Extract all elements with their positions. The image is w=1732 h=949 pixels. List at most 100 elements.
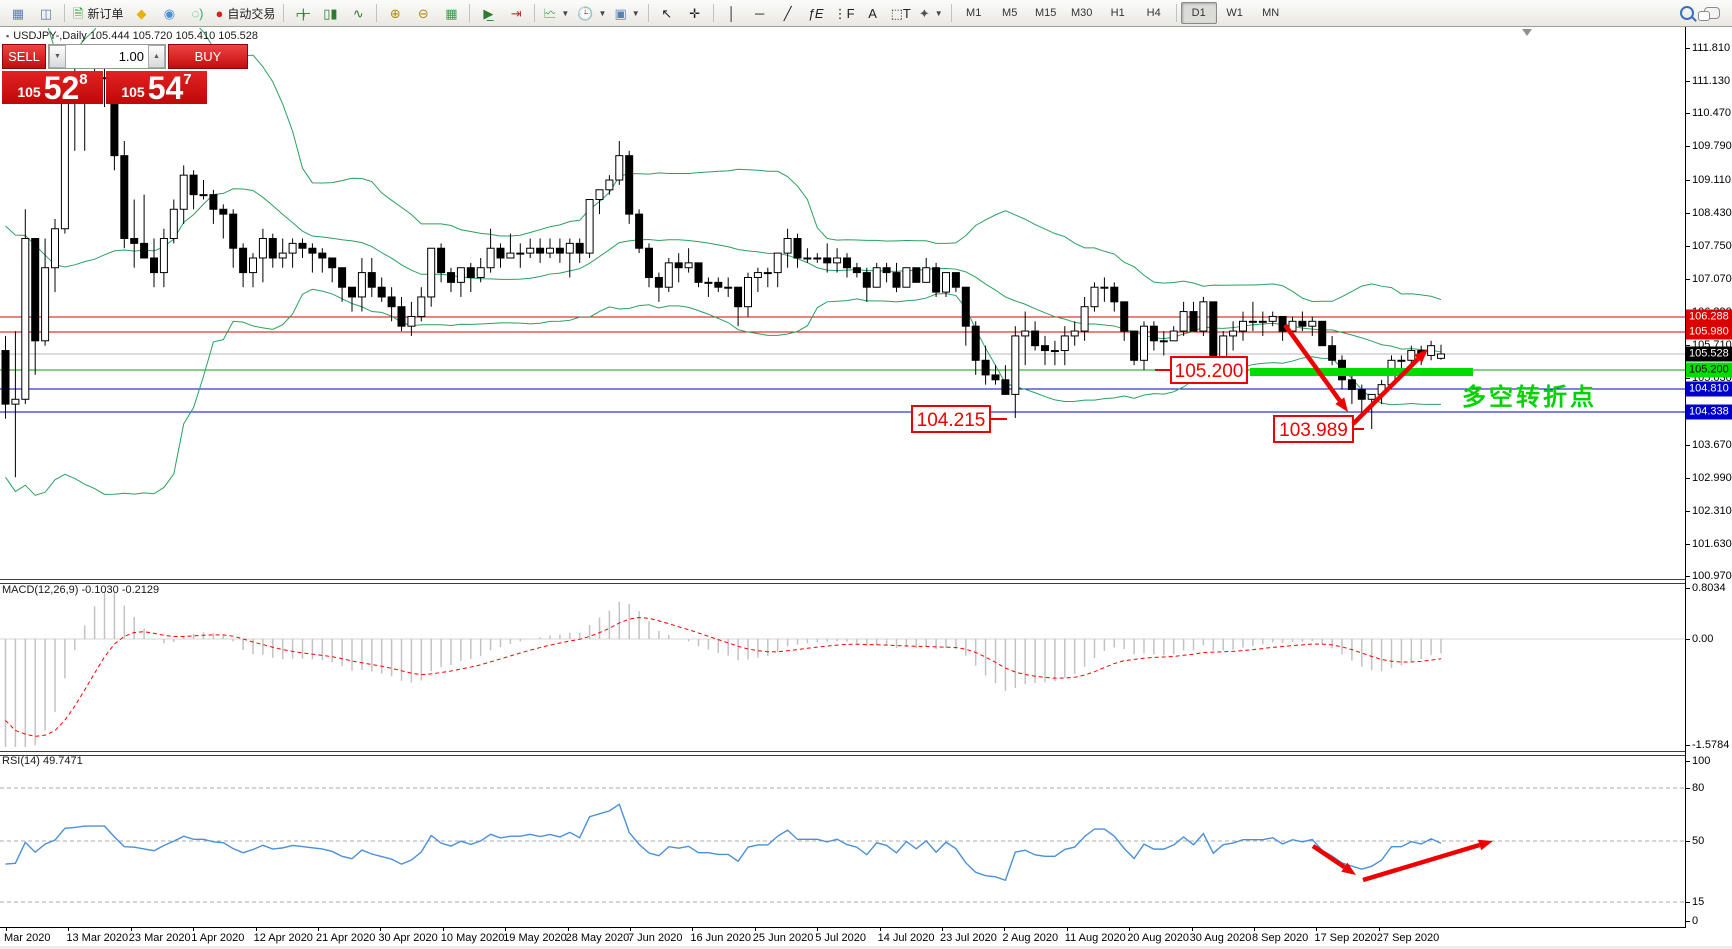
line-chart-icon: ∿	[352, 5, 364, 21]
macd-indicator-label: MACD(12,26,9) -0.1030 -0.2129	[2, 584, 160, 596]
tile-windows-button[interactable]: ▦	[437, 1, 465, 25]
crosshair-icon: ✛	[689, 5, 701, 21]
cursor-icon: ↖	[661, 5, 673, 21]
indicator-tick-label: 80	[1685, 782, 1705, 794]
price-tick-label: 110.470	[1686, 107, 1731, 120]
zone-annotation-text[interactable]: 多空转折点	[1462, 384, 1597, 411]
zoom-out-icon: ⊖	[417, 5, 429, 21]
indicators-button[interactable]: 🗠 ▼	[543, 5, 570, 21]
toolbar-separator	[647, 4, 649, 22]
price-tick-label: 102.990	[1686, 471, 1732, 484]
market-watch-button[interactable]: ◉	[155, 1, 183, 25]
price-tick-label: 108.430	[1686, 206, 1732, 219]
time-axis-label: 30 Aug 2020	[1189, 927, 1252, 944]
indicator-tick-label: -1.5784	[1685, 739, 1730, 751]
ask-price[interactable]: 105 54 7	[106, 71, 207, 104]
line-chart-button[interactable]: ∿	[344, 1, 372, 25]
text-button[interactable]: A	[859, 1, 887, 25]
vertical-line-button[interactable]: │	[718, 1, 746, 25]
data-window-icon[interactable]: ◫	[39, 5, 53, 21]
bar-chart-icon: ⌐|⌐	[296, 5, 310, 21]
toolbar-separator	[950, 4, 952, 22]
metaeditor-icon: ◆	[136, 5, 147, 21]
macd-panel-separator[interactable]	[0, 579, 1686, 584]
tab-timeframe-h4[interactable]: H4	[1146, 7, 1161, 19]
autotrading-button[interactable]: ● 自动交易	[211, 1, 279, 25]
shapes-button[interactable]: ✦ ▼	[918, 5, 943, 21]
buy-button[interactable]: BUY	[168, 44, 248, 69]
candlestick-button[interactable]: ▯▮	[316, 1, 344, 25]
candlestick-icon: ▯▮	[323, 5, 338, 21]
periods-icon: 🕒	[577, 5, 594, 21]
chart-symbol-line: ▪ USDJPY-,Daily 105.444 105.720 105.410 1…	[6, 30, 259, 42]
volume-increase-button[interactable]: ▲	[148, 45, 165, 68]
cursor-button[interactable]: ↖	[653, 1, 681, 25]
chart-plot-area[interactable]	[0, 27, 1685, 928]
chart-shift-button[interactable]: ⇥	[502, 1, 530, 25]
crosshair-button[interactable]: ✛	[681, 1, 709, 25]
horizontal-line-button[interactable]: ─	[746, 1, 774, 25]
time-axis-label: 8 Sep 2020	[1252, 927, 1309, 944]
bid-price[interactable]: 105 52 8	[2, 71, 103, 104]
indicator-tick-label: 15	[1685, 896, 1705, 908]
new-order-icon: 🗎	[73, 5, 84, 21]
toolbar-separator	[534, 4, 536, 22]
time-axis-label: 28 May 2020	[565, 927, 630, 944]
time-axis-label: 21 Apr 2020	[316, 927, 376, 944]
channel-button[interactable]: ƒE	[802, 1, 830, 25]
chart-window-icon[interactable]: ▦	[11, 5, 25, 21]
one-click-trade-panel: SELL ▼ 1.00 ▲ BUY 105 52 8 105 54 7	[2, 44, 248, 104]
bar-chart-button[interactable]: ⌐|⌐	[288, 1, 316, 25]
metaeditor-button[interactable]: ◆	[127, 1, 155, 25]
price-tick-label: 102.310	[1686, 504, 1732, 517]
tab-timeframe-mn[interactable]: MN	[1262, 7, 1280, 19]
signals-icon: ◌)	[191, 5, 204, 21]
price-badge: 104.810	[1686, 381, 1732, 397]
text-icon: A	[868, 5, 877, 21]
tab-timeframe-h1[interactable]: H1	[1110, 7, 1125, 19]
time-axis-label: Mar 2020	[4, 927, 51, 944]
horizontal-line-icon: ─	[755, 5, 765, 21]
price-badge: 105.528	[1686, 346, 1732, 362]
tab-timeframe-m1[interactable]: M1	[966, 7, 982, 19]
chart-shift-marker-icon[interactable]	[1522, 29, 1532, 36]
auto-scroll-icon: ▶̲	[483, 5, 494, 21]
indicator-tick-label: 0.8034	[1686, 582, 1726, 594]
time-axis-label: 23 Mar 2020	[128, 927, 191, 944]
indicator-tick-label: 0	[1685, 915, 1699, 927]
auto-scroll-button[interactable]: ▶̲	[474, 1, 502, 25]
price-badge: 104.338	[1686, 404, 1732, 420]
price-tick-label: 103.670	[1686, 438, 1732, 451]
price-tick-label: 107.070	[1686, 272, 1732, 285]
trendline-button[interactable]: ╱	[774, 1, 802, 25]
tab-timeframe-m30[interactable]: M30	[1070, 7, 1093, 19]
tab-timeframe-d1[interactable]: D1	[1180, 2, 1217, 24]
time-axis-label: 14 Jul 2020	[877, 927, 935, 944]
tab-timeframe-m5[interactable]: M5	[1002, 7, 1018, 19]
tab-timeframe-m15[interactable]: M15	[1034, 7, 1057, 19]
tile-windows-icon: ▦	[445, 5, 458, 21]
volume-value[interactable]: 1.00	[66, 45, 148, 68]
time-axis-label: 7 Jun 2020	[628, 927, 683, 944]
periods-button[interactable]: 🕒 ▼	[577, 5, 607, 21]
fibonacci-button[interactable]: ⋮F	[830, 1, 859, 25]
indicator-tick-label: 100	[1685, 755, 1711, 767]
signals-button[interactable]: ◌)	[183, 1, 211, 25]
rsi-panel-separator[interactable]	[0, 751, 1686, 756]
label-button[interactable]: ⬚T	[887, 1, 915, 25]
tab-timeframe-w1[interactable]: W1	[1226, 7, 1243, 19]
shapes-icon: ✦	[918, 5, 930, 21]
time-axis-label: 19 May 2020	[503, 927, 567, 944]
window-bottom-strip	[0, 946, 1732, 949]
time-axis-label: 11 Aug 2020	[1064, 927, 1126, 944]
search-icon[interactable]	[1680, 6, 1694, 20]
market-watch-icon: ◉	[163, 5, 176, 21]
zoom-in-button[interactable]: ⊕	[381, 1, 409, 25]
zoom-out-button[interactable]: ⊖	[409, 1, 437, 25]
chat-icon[interactable]	[1698, 7, 1720, 21]
new-order-button[interactable]: 🗎 新订单	[69, 1, 127, 25]
volume-decrease-button[interactable]: ▼	[49, 45, 66, 68]
sell-button[interactable]: SELL	[2, 44, 46, 69]
time-axis-label: 12 Apr 2020	[253, 927, 313, 944]
templates-button[interactable]: ▣ ▼	[614, 5, 640, 21]
